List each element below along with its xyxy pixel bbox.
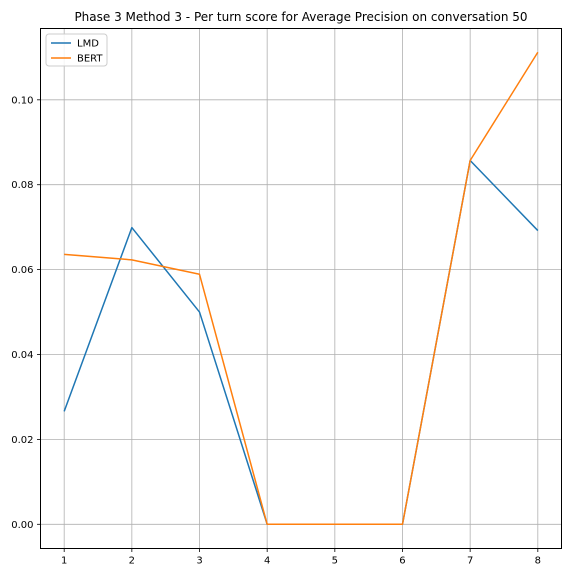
grid-lines xyxy=(40,28,562,549)
x-tick-label: 3 xyxy=(196,556,202,567)
y-tick-label: 0.10 xyxy=(11,95,33,106)
x-tick-label: 4 xyxy=(264,556,270,567)
y-tick-label: 0.06 xyxy=(11,265,33,276)
plot-frame xyxy=(40,28,562,549)
x-tick-label: 2 xyxy=(129,556,135,567)
x-tick-label: 8 xyxy=(535,556,541,567)
legend-label-bert: BERT xyxy=(77,54,103,65)
y-tick-label: 0.02 xyxy=(11,435,33,446)
series-layer xyxy=(63,51,539,526)
legend-label-lmd: LMD xyxy=(77,39,99,50)
legend: LMD BERT xyxy=(45,33,108,67)
x-tick-label: 7 xyxy=(467,556,473,567)
chart-title: Phase 3 Method 3 - Per turn score for Av… xyxy=(74,10,527,24)
x-tick-label: 6 xyxy=(399,556,405,567)
series-line-bert xyxy=(64,51,539,526)
axis-ticks: 1 2 3 4 5 6 7 8 0.00 0.02 0.04 0.06 0.08 0.10 xyxy=(11,95,541,566)
x-tick-label: 1 xyxy=(61,556,67,567)
y-tick-label: 0.04 xyxy=(11,350,33,361)
x-tick-label: 5 xyxy=(332,556,338,567)
y-tick-label: 0.08 xyxy=(11,180,33,191)
y-tick-label: 0.00 xyxy=(11,520,33,531)
